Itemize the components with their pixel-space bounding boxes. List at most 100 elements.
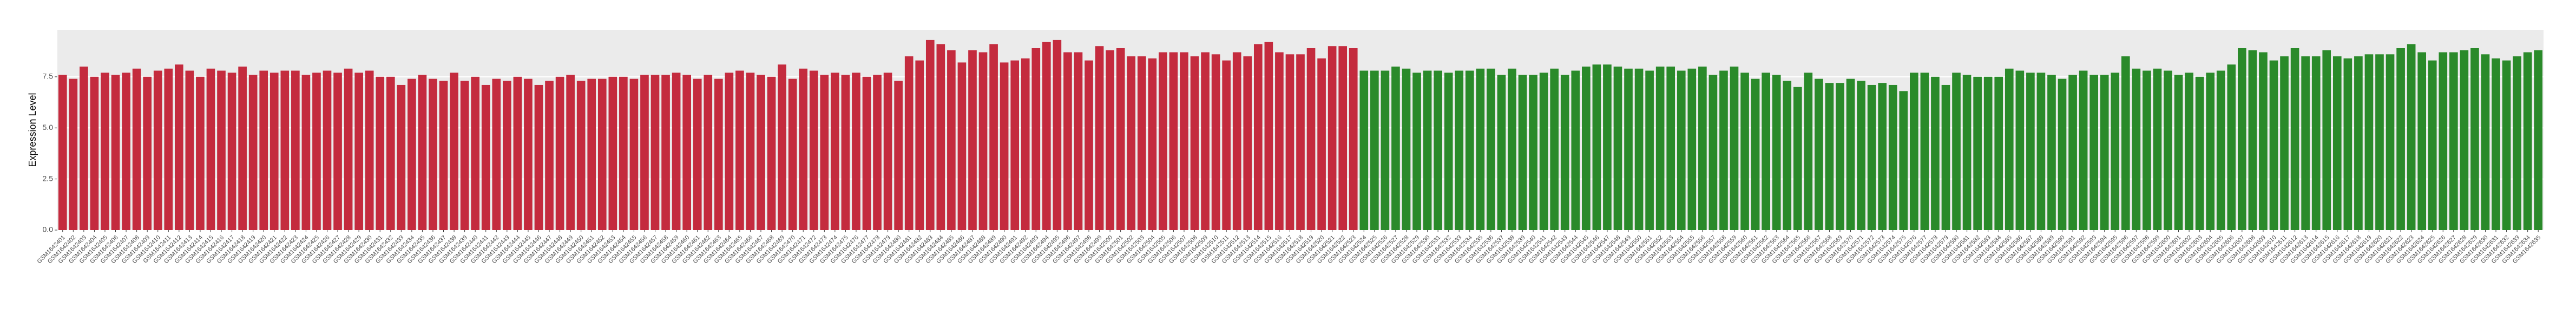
bar [555,76,564,230]
bar [597,78,607,230]
bar [1000,62,1009,230]
bar [1063,52,1072,230]
bar [1698,66,1707,231]
bar [291,70,300,231]
bar [1571,70,1580,231]
bar [481,84,490,230]
bar [2216,70,2225,231]
bar [1243,56,1252,230]
bar [1666,66,1675,231]
bar [1148,58,1157,230]
bar [1106,50,1114,231]
bar [1508,68,1516,231]
bar [111,75,120,230]
bar [1931,76,1940,230]
bar [1338,46,1348,231]
bar [217,70,226,231]
bar [1296,54,1305,230]
bar [1349,48,1358,231]
bar [1624,68,1633,231]
bar [2449,52,2458,230]
bar [524,78,533,230]
bar [1793,87,1802,230]
bar [2005,68,2014,231]
bar [1031,48,1041,231]
bar [1222,60,1231,230]
bar [1836,83,1844,230]
bar [1465,70,1474,231]
bar [1613,66,1622,231]
bar [143,76,152,230]
bar [492,78,501,230]
bar [576,81,586,230]
bar [439,81,448,230]
bar [809,70,818,231]
bar [883,73,892,231]
bar [2248,50,2257,231]
bar [545,81,554,230]
bar [1042,42,1051,230]
bar [2036,73,2046,231]
bar [2259,52,2268,230]
bar [608,76,617,230]
bar [344,68,353,231]
y-axis-title: Expression Level [27,93,38,167]
bar [1994,76,2003,230]
bar [1232,52,1241,230]
bar [1899,91,1908,230]
bar [2354,56,2363,230]
bar [1941,84,1950,230]
bar [1444,73,1453,231]
bar [153,70,162,231]
bar [629,78,639,230]
bar [185,70,194,231]
bar [1264,42,1273,230]
bar [1180,52,1188,230]
bar [1253,44,1263,230]
bar [460,81,469,230]
bar [1751,78,1760,230]
bar [1582,66,1591,231]
bar [1476,68,1485,231]
bar [1539,73,1548,231]
bar [270,73,279,231]
bar [1846,78,1855,230]
bar [164,68,173,231]
bar [2206,73,2215,231]
bar [1137,56,1146,230]
bar [2227,64,2236,231]
bar [735,70,744,231]
bar [2481,54,2490,230]
bar [2492,58,2500,230]
bar [1825,83,1834,230]
bar [1888,84,1897,230]
bar [1412,73,1421,231]
bar [1328,46,1337,231]
bar [1867,84,1876,230]
bar [704,75,713,230]
bar [2111,73,2120,231]
bar [471,76,480,230]
bar [2470,48,2479,231]
bar [925,40,935,230]
bar [376,76,385,230]
bar [1857,81,1865,230]
bar [746,73,755,231]
bar [2407,44,2416,230]
bar [323,70,332,231]
bar [672,73,681,231]
bar [1592,64,1601,231]
bar [2068,75,2077,230]
y-tick-label: 0.0 [43,225,54,234]
bar [2280,56,2289,230]
bar [1603,64,1612,231]
bar [788,78,797,230]
y-tick-label: 2.5 [43,174,54,182]
bar [1370,70,1379,231]
bar [566,75,575,230]
bar [2322,50,2331,231]
bar [1074,52,1083,230]
bar [1560,75,1569,230]
bar [1550,68,1559,231]
bar [1455,70,1464,231]
